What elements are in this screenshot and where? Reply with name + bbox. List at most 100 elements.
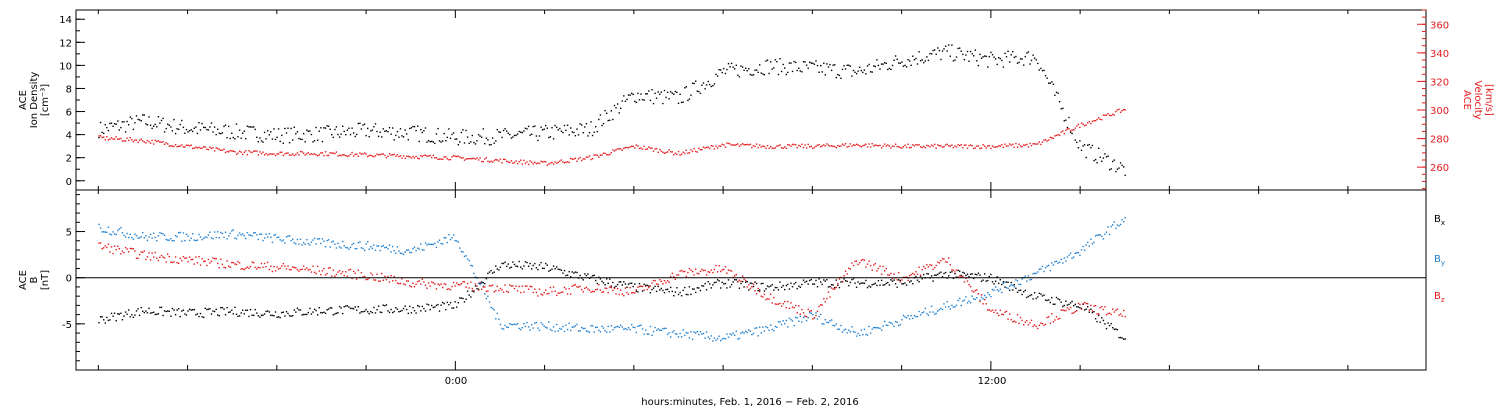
black-point — [648, 90, 650, 92]
bz-point — [232, 261, 234, 264]
red-point — [282, 154, 284, 157]
bx-point — [406, 308, 408, 311]
black-point — [148, 116, 150, 118]
bz-point — [526, 285, 528, 287]
bx-point — [1107, 322, 1109, 324]
bx-point — [1096, 320, 1098, 323]
bz-point — [716, 271, 719, 273]
red-point — [1044, 139, 1047, 141]
by-point — [885, 324, 887, 326]
bx-point — [548, 270, 550, 272]
by-point — [221, 232, 224, 235]
black-point — [651, 89, 653, 91]
red-point — [615, 149, 617, 151]
bz-point — [540, 293, 542, 295]
bz-point — [559, 292, 561, 294]
bz-point — [679, 270, 681, 272]
red-point — [624, 147, 627, 149]
red-point — [498, 160, 500, 162]
black-point — [659, 93, 661, 95]
bx-point — [1119, 336, 1122, 339]
black-point — [910, 64, 912, 66]
red-point — [302, 152, 305, 154]
bz-point — [321, 270, 324, 272]
black-point — [176, 128, 178, 130]
bz-point — [752, 283, 755, 285]
by-point — [256, 234, 258, 236]
bz-point — [729, 269, 731, 272]
red-point — [512, 162, 514, 164]
red-point — [360, 153, 363, 155]
bx-point — [1019, 289, 1022, 291]
black-point — [855, 72, 858, 75]
red-point — [490, 160, 492, 162]
bz-point — [196, 262, 199, 264]
by-point — [659, 329, 661, 331]
bz-point — [485, 290, 488, 293]
bz-point — [824, 301, 826, 303]
red-point — [106, 136, 108, 138]
by-point — [848, 329, 850, 331]
red-point — [584, 158, 586, 160]
red-point — [443, 156, 445, 158]
bx-point — [212, 310, 214, 312]
bx-point — [151, 312, 153, 314]
red-point — [766, 145, 769, 147]
by-point — [940, 307, 942, 310]
black-point — [479, 135, 481, 137]
bz-point — [212, 257, 214, 259]
by-point — [516, 323, 519, 325]
by-point — [277, 236, 280, 238]
by-point — [520, 328, 522, 331]
black-point — [999, 57, 1001, 60]
by-point — [148, 236, 150, 238]
bz-point — [637, 286, 639, 288]
bz-point — [715, 264, 717, 267]
by-point — [795, 316, 797, 319]
red-point — [562, 161, 564, 163]
by-point — [748, 329, 750, 331]
bx-point — [971, 273, 973, 275]
bx-point — [470, 296, 472, 298]
red-point — [381, 153, 383, 155]
black-point — [1087, 144, 1089, 146]
bx-point — [267, 310, 269, 312]
bz-point — [387, 275, 389, 278]
red-point — [251, 151, 253, 154]
by-point — [99, 227, 102, 229]
bx-point — [512, 261, 514, 263]
bx-point — [974, 273, 976, 275]
bz-point — [816, 310, 819, 312]
by-point — [204, 236, 206, 238]
bx-point — [1110, 322, 1112, 325]
bz-point — [213, 257, 216, 260]
by-point — [765, 326, 767, 328]
bx-point — [204, 307, 206, 309]
black-point — [924, 60, 926, 62]
red-point — [899, 146, 901, 149]
by-point — [926, 312, 928, 315]
black-point — [816, 64, 819, 67]
bz-point — [994, 309, 997, 311]
red-point — [518, 160, 520, 163]
bx-point — [123, 315, 125, 317]
bx-point — [606, 278, 608, 280]
bx-point — [776, 286, 778, 289]
red-point — [384, 154, 386, 157]
black-point — [785, 73, 787, 76]
red-point — [323, 154, 325, 157]
bx-point — [556, 266, 558, 268]
bx-point — [607, 282, 609, 284]
by-point — [1002, 282, 1005, 285]
by-point — [621, 326, 623, 328]
black-point — [163, 131, 166, 133]
by-point — [1123, 221, 1125, 223]
bz-point — [1085, 302, 1087, 305]
by-point — [924, 307, 926, 310]
by-point — [251, 235, 253, 237]
red-point — [637, 145, 639, 147]
bz-point — [730, 270, 733, 272]
bz-point — [138, 253, 141, 256]
black-point — [657, 91, 659, 93]
